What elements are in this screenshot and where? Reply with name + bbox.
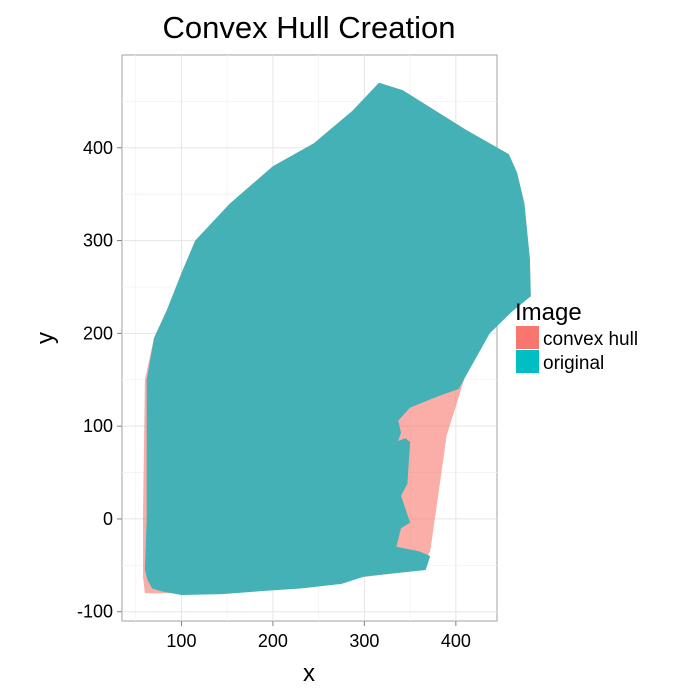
y-axis-title: y [32, 332, 59, 344]
legend-key-original [516, 350, 539, 373]
area-original [144, 82, 531, 596]
y-axis-ticks: -100 0 100 200 300 400 [77, 138, 122, 622]
x-tick-label: 100 [166, 631, 196, 651]
legend: Image convex hull original [515, 299, 638, 374]
x-tick-label: 200 [258, 631, 288, 651]
y-tick-label: 200 [83, 323, 113, 343]
y-tick-label: 400 [83, 138, 113, 158]
legend-label-original: original [543, 353, 604, 374]
x-axis-title: x [303, 660, 315, 687]
x-tick-label: 400 [441, 631, 471, 651]
y-tick-label: 300 [83, 231, 113, 251]
plot-panel [121, 54, 531, 622]
series-layer [143, 82, 531, 596]
y-tick-label: 100 [83, 416, 113, 436]
x-tick-label: 300 [349, 631, 379, 651]
chart-title: Convex Hull Creation [163, 10, 456, 45]
legend-title: Image [515, 299, 582, 326]
legend-label-convex-hull: convex hull [543, 329, 638, 350]
y-tick-label: -100 [77, 602, 113, 622]
y-tick-label: 0 [103, 509, 113, 529]
x-axis-ticks: 100 200 300 400 [166, 621, 471, 651]
legend-key-convex-hull [516, 326, 539, 349]
